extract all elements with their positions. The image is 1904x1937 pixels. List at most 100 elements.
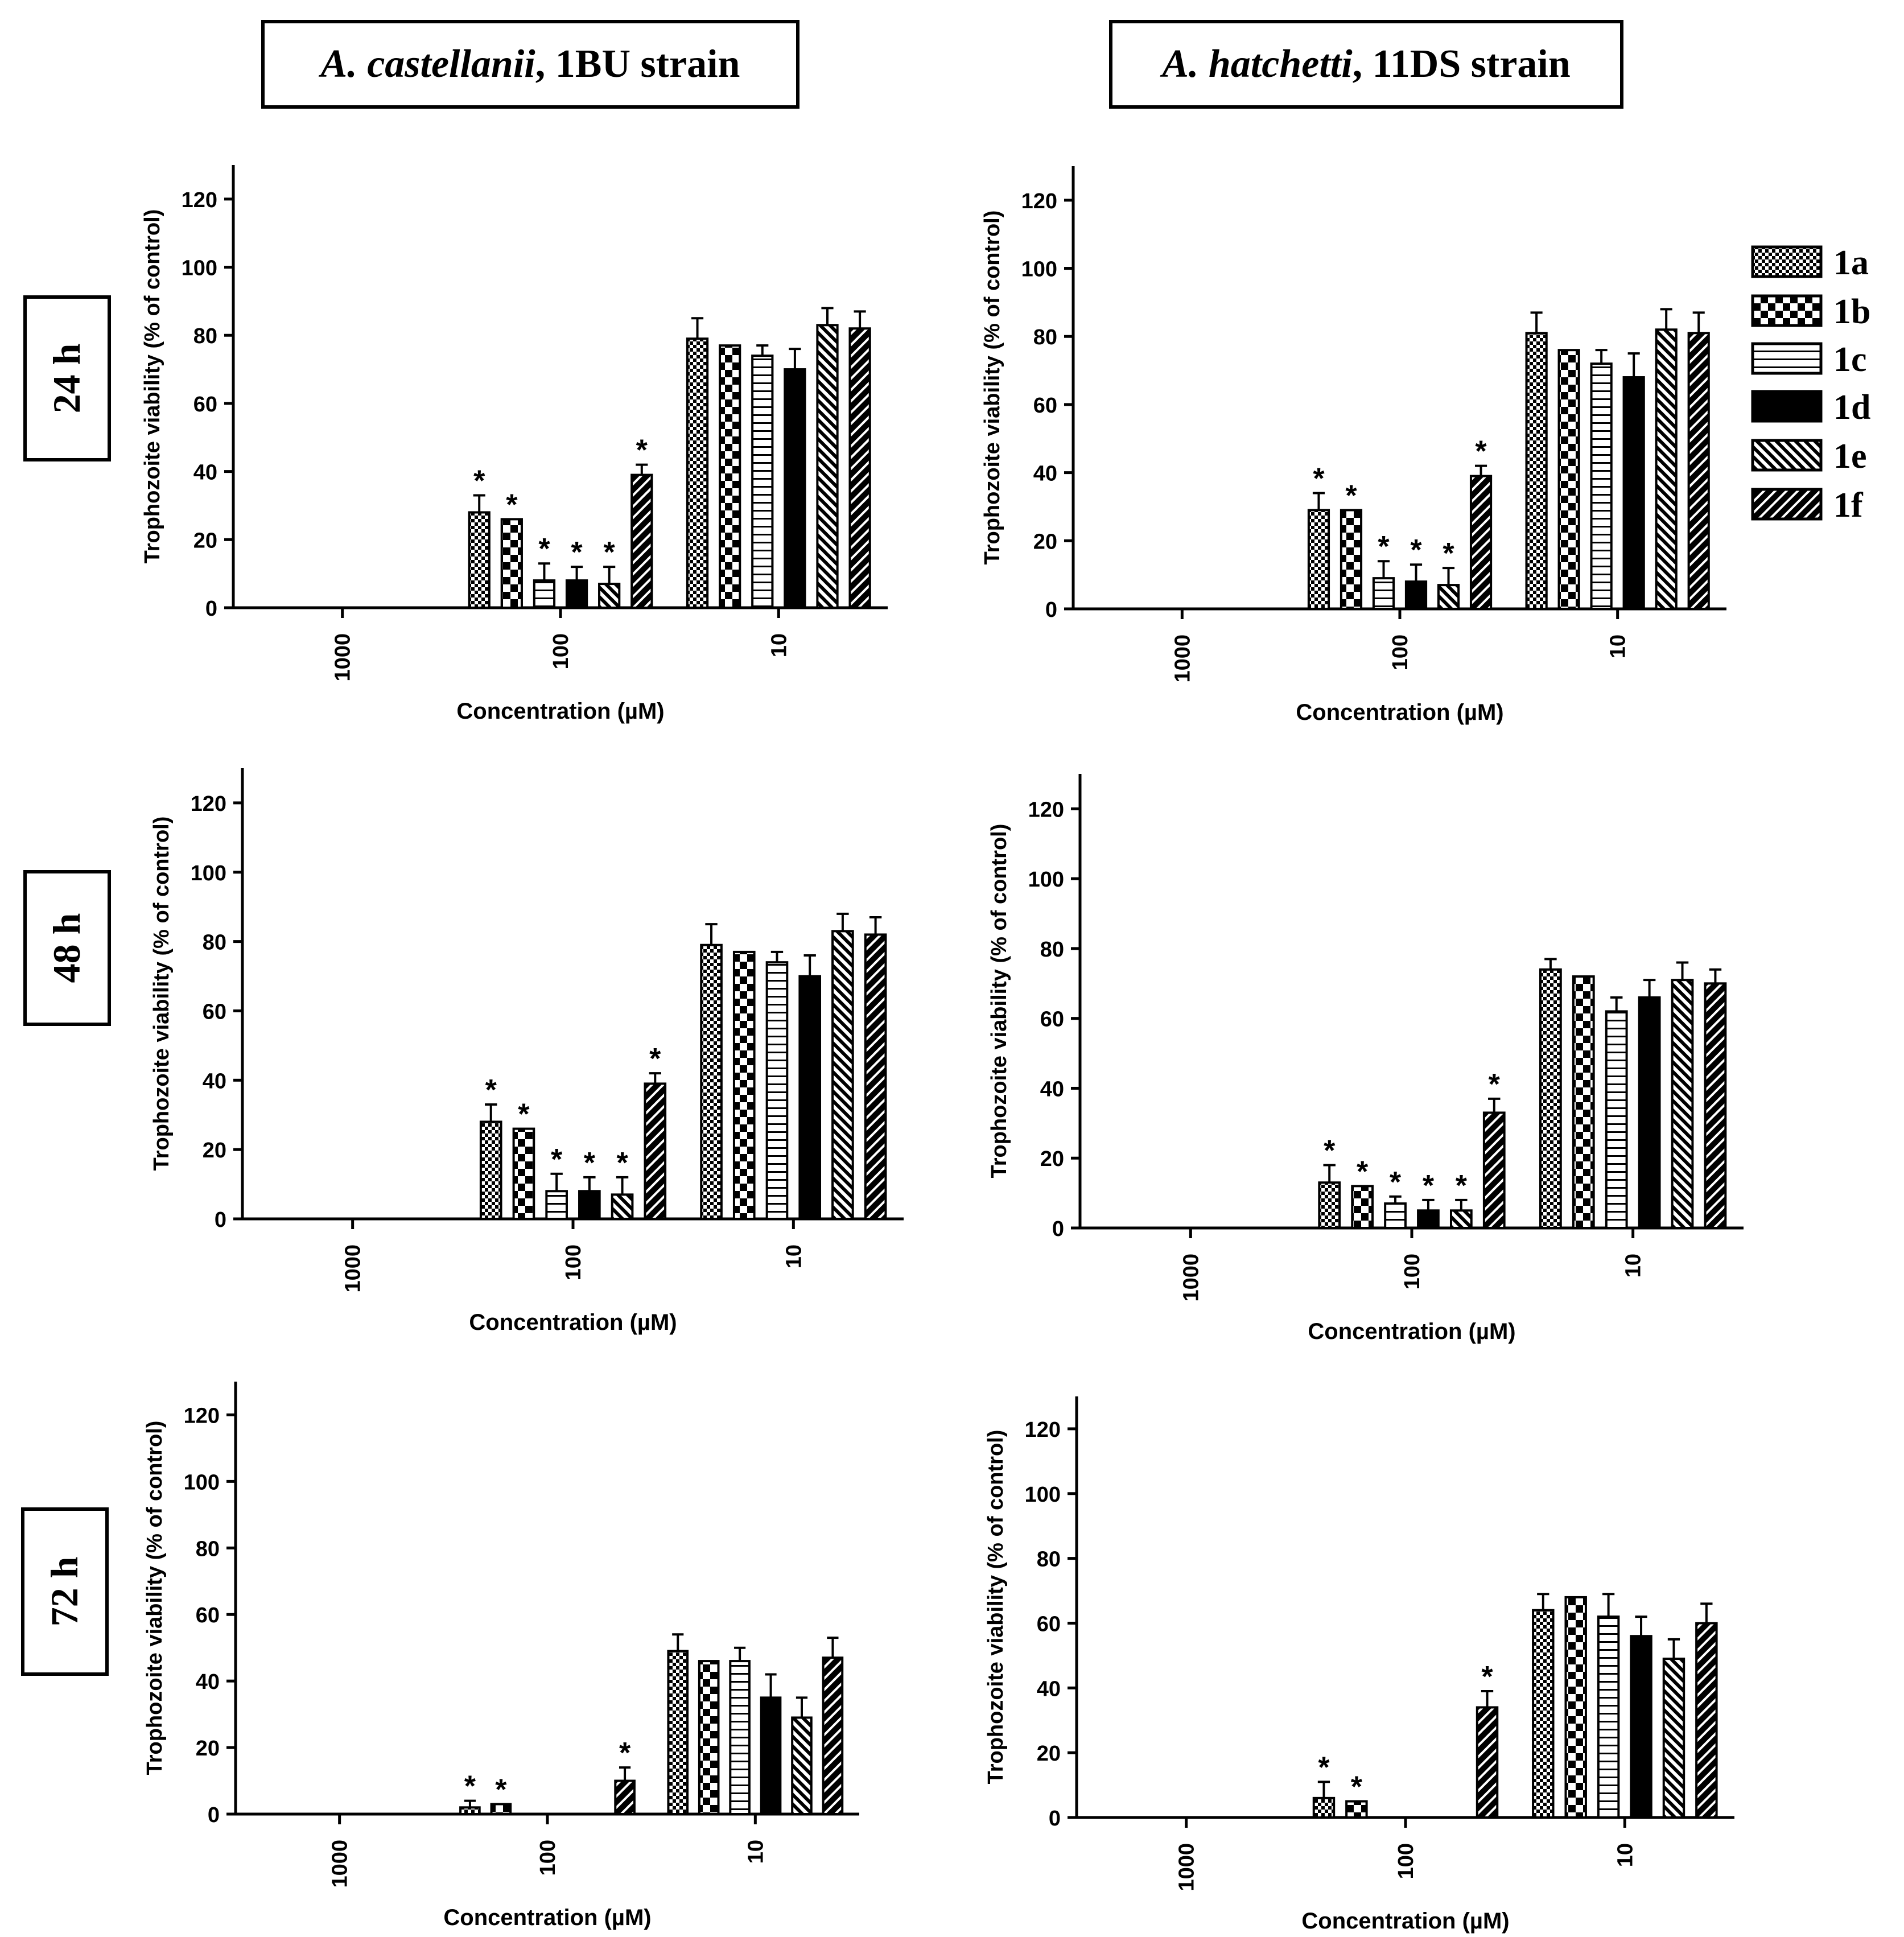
significance-marker: * — [1410, 534, 1422, 567]
bar-1f — [1695, 1622, 1718, 1819]
row-label-48h: 48 h — [23, 870, 111, 1026]
column-strain: , 11DS strain — [1353, 42, 1571, 86]
y-tick-label: 20 — [203, 1139, 226, 1163]
y-tick-label: 60 — [193, 393, 217, 417]
y-tick-label: 40 — [196, 1670, 220, 1694]
x-tick-label: 1000 — [1175, 1843, 1199, 1891]
y-tick-label: 60 — [1040, 1008, 1064, 1032]
row-label-text: 48 h — [45, 913, 88, 983]
bar-1b — [1564, 1596, 1587, 1819]
y-tick-label: 40 — [193, 461, 217, 485]
bar-1b — [1340, 509, 1363, 611]
bar-1f — [864, 933, 887, 1221]
significance-marker: * — [619, 1737, 631, 1770]
column-header-castellanii: A. castellanii, 1BU strain — [261, 20, 799, 109]
y-tick-label: 80 — [193, 324, 217, 348]
significance-marker: * — [1423, 1169, 1435, 1202]
bar-1b — [1345, 1800, 1368, 1819]
significance-marker: * — [1357, 1155, 1369, 1188]
bar-1d — [1638, 996, 1661, 1230]
significance-marker: * — [1481, 1660, 1493, 1693]
y-tick-label: 100 — [184, 1470, 220, 1494]
legend-swatch — [1751, 488, 1823, 521]
bar-1a — [667, 1650, 689, 1816]
bar-1c — [545, 1190, 568, 1220]
chart-hatchetti-72h: 0 20 40 60 80 100 120 Trophozoite viability (% … — [984, 1396, 1734, 1934]
significance-marker: * — [1390, 1166, 1402, 1199]
row-label-text: 24 h — [45, 344, 88, 414]
legend-label: 1b — [1833, 292, 1870, 331]
bar-1a — [1318, 1181, 1341, 1229]
y-tick-label: 40 — [1037, 1677, 1061, 1701]
y-tick-label: 0 — [1049, 1807, 1061, 1831]
bar-1e — [791, 1716, 813, 1815]
significance-marker: * — [464, 1770, 476, 1803]
bar-1d — [1630, 1635, 1652, 1819]
y-tick-label: 100 — [191, 862, 226, 885]
x-tick-label: 1000 — [341, 1244, 365, 1293]
chart-hatchetti-48h: 0 20 40 60 80 100 120 Trophozoite viability (% … — [987, 774, 1744, 1344]
x-axis-label: Concentration (µM) — [469, 1310, 677, 1335]
y-tick-label: 0 — [208, 1803, 220, 1827]
legend-item-1e: 1e — [1751, 437, 1867, 476]
significance-marker: * — [1378, 530, 1390, 563]
significance-marker: * — [1351, 1771, 1363, 1804]
bar-1c — [533, 579, 556, 609]
bar-1f — [644, 1082, 667, 1221]
x-axis-label: Concentration (µM) — [443, 1905, 651, 1930]
bar-1d — [1417, 1209, 1440, 1229]
x-tick-label: 10 — [782, 1244, 806, 1268]
legend-label: 1f — [1833, 486, 1864, 525]
significance-marker: * — [571, 536, 583, 569]
bar-1a — [479, 1120, 502, 1221]
bar-1e — [816, 324, 839, 609]
legend-item-1d: 1d — [1751, 388, 1870, 427]
column-strain: , 1BU strain — [535, 42, 740, 86]
significance-marker: * — [473, 465, 485, 498]
y-tick-label: 100 — [1028, 868, 1064, 892]
chart-hatchetti-24h: 0 20 40 60 80 100 120 Trophozoite viability (% … — [980, 166, 1726, 725]
x-axis-label: Concentration (µM) — [1308, 1319, 1515, 1344]
bar-1b — [1351, 1185, 1374, 1229]
svg-text:A. hatchetti, 11DS strain: A. hatchetti, 11DS strain — [1160, 42, 1571, 86]
legend-item-1f: 1f — [1751, 486, 1864, 525]
x-axis-label: Concentration (µM) — [1296, 700, 1503, 725]
legend: 1a 1b 1c 1d 1e 1f — [1751, 244, 1870, 525]
bar-1b — [512, 1127, 535, 1220]
y-tick-label: 100 — [1025, 1483, 1061, 1507]
bar-1a — [1532, 1609, 1555, 1819]
x-tick-label: 10 — [744, 1840, 768, 1864]
bar-1c — [1605, 1010, 1628, 1230]
bar-1a — [1525, 332, 1548, 610]
y-axis-label: Trophozoite viability (% of control) — [141, 209, 164, 564]
y-axis-label: Trophozoite viability (% of control) — [984, 1430, 1008, 1784]
bar-1d — [578, 1190, 601, 1220]
bar-1b — [719, 344, 741, 609]
y-axis-label: Trophozoite viability (% of control) — [150, 817, 174, 1171]
x-tick-label: 10 — [1606, 634, 1630, 658]
bar-1f — [822, 1656, 844, 1815]
legend-label: 1a — [1833, 244, 1869, 282]
chart-castellanii-72h: 0 20 40 60 80 100 120 Trophozoite viability (% … — [143, 1382, 859, 1930]
row-label-24h: 24 h — [23, 295, 111, 461]
x-tick-label: 100 — [1394, 1843, 1418, 1879]
y-tick-label: 120 — [1028, 798, 1064, 822]
y-tick-label: 20 — [193, 529, 217, 553]
y-tick-label: 120 — [182, 188, 217, 212]
chart-castellanii-24h: 0 20 40 60 80 100 120 Trophozoite viability (% … — [141, 165, 888, 724]
y-tick-label: 0 — [215, 1208, 226, 1232]
y-tick-label: 0 — [205, 597, 217, 621]
bar-1d — [1622, 376, 1645, 610]
y-tick-label: 60 — [196, 1604, 220, 1627]
significance-marker: * — [636, 434, 648, 467]
column-species: A. castellanii — [319, 42, 536, 86]
y-tick-label: 60 — [203, 1000, 226, 1024]
x-axis-label: Concentration (µM) — [456, 699, 664, 724]
x-tick-label: 100 — [1388, 634, 1412, 670]
significance-marker: * — [1324, 1135, 1336, 1168]
y-tick-label: 20 — [1033, 530, 1057, 554]
bar-1c — [751, 355, 774, 609]
y-tick-label: 100 — [182, 257, 217, 281]
bar-1f — [1687, 332, 1710, 610]
bar-1a — [468, 511, 491, 609]
